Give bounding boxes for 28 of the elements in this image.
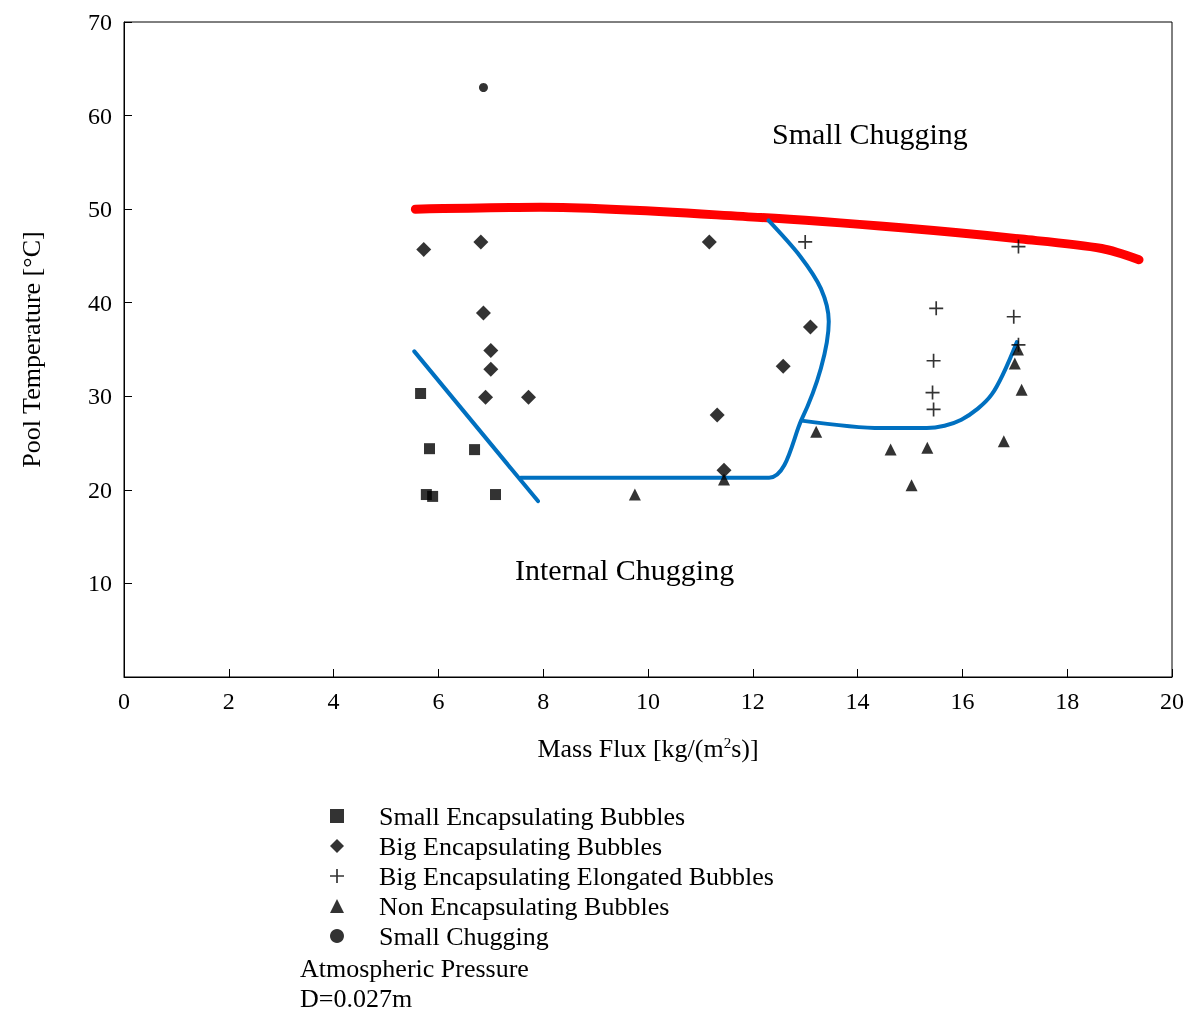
legend-label: Big Encapsulating Bubbles <box>379 831 663 861</box>
y-tick-label: 70 <box>88 9 112 35</box>
x-tick-label: 6 <box>432 688 445 714</box>
legend-label: Big Encapsulating Elongated Bubbles <box>379 861 774 891</box>
text: D=0.027m <box>300 983 413 1013</box>
annotation: Internal Chugging <box>515 552 735 586</box>
x-tick-label: 16 <box>950 688 975 714</box>
text: Atmospheric Pressure <box>300 953 529 983</box>
y-tick-label: 10 <box>88 570 112 597</box>
x-tick-label: 20 <box>1160 688 1184 714</box>
x-tick-label: 8 <box>537 688 550 714</box>
x-tick-label: 0 <box>118 688 130 714</box>
y-tick-label: 40 <box>88 289 112 316</box>
x-tick-label: 10 <box>636 688 660 714</box>
x-tick-label: 4 <box>327 688 340 714</box>
x-tick-label: 2 <box>222 688 235 714</box>
legend-label: Small Encapsulating Bubbles <box>379 801 686 831</box>
x-tick-label: 14 <box>845 688 870 714</box>
y-tick-label: 50 <box>88 196 112 223</box>
x-tick-label: 18 <box>1055 688 1080 714</box>
annotation: Small Chugging <box>772 116 968 150</box>
y-tick-label: 60 <box>88 102 112 129</box>
x-tick-label: 12 <box>740 688 765 714</box>
legend-label: Small Chugging <box>379 921 549 951</box>
y-axis-title: Pool Temperature [°C] <box>16 231 46 468</box>
y-tick-label: 20 <box>88 476 112 503</box>
y-tick-label: 30 <box>88 383 112 410</box>
legend-label: Non Encapsulating Bubbles <box>379 891 670 921</box>
